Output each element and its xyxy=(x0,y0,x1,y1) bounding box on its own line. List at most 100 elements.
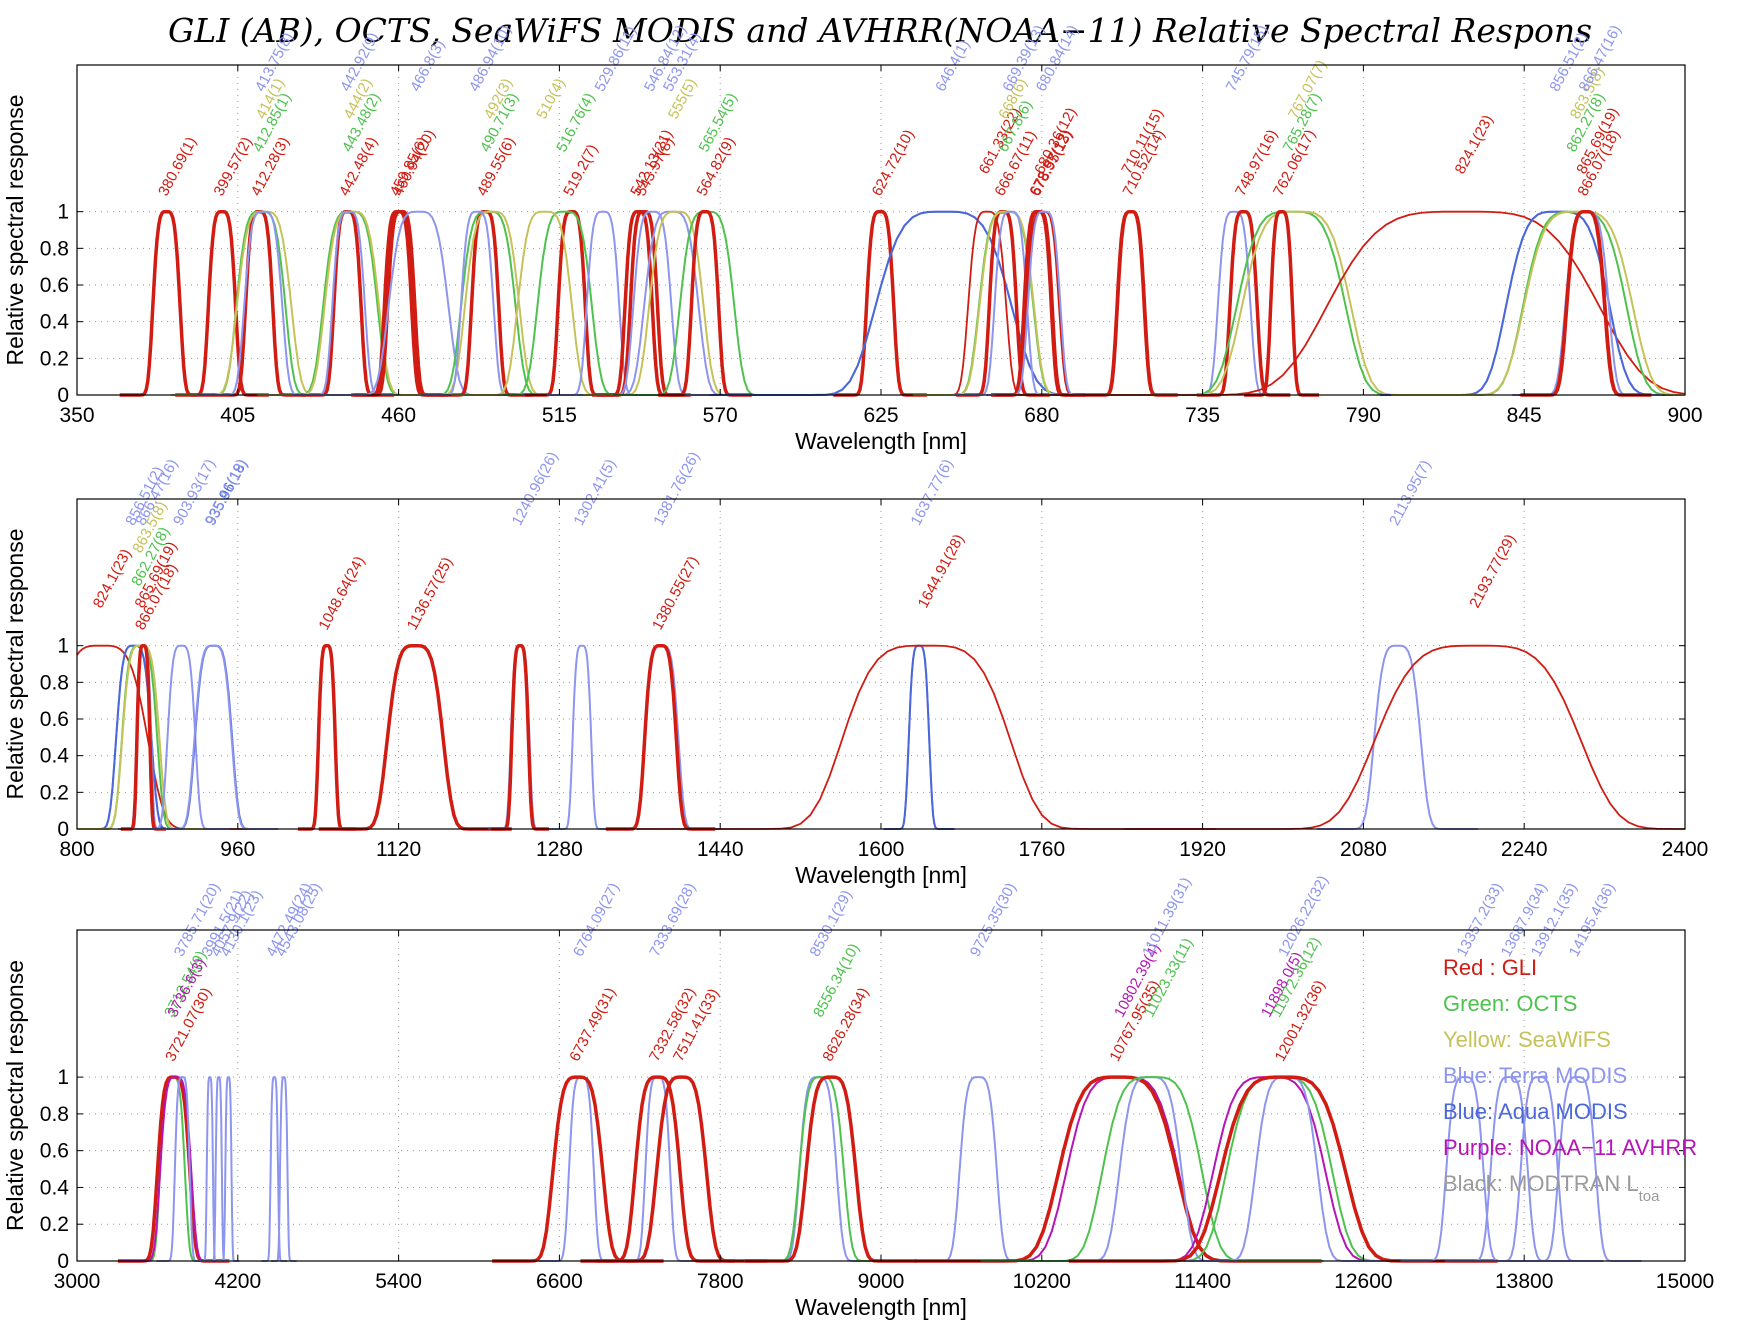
band-label: 1240.96(26) xyxy=(509,449,562,528)
x-tick-label: 735 xyxy=(1185,404,1220,427)
band-label: 13357.2(33) xyxy=(1453,880,1506,959)
band-curve-gli xyxy=(318,643,512,831)
x-tick-label: 1760 xyxy=(1018,838,1065,861)
y-tick-label: 0.6 xyxy=(40,1140,69,1163)
x-tick-label: 460 xyxy=(381,404,416,427)
y-tick-label: 0.4 xyxy=(40,745,70,768)
band-curve-gli xyxy=(1124,644,1685,830)
x-axis-label: Wavelength [nm] xyxy=(795,428,967,454)
y-tick-label: 1 xyxy=(57,635,69,658)
y-axis-label: Relative spectral response xyxy=(2,528,28,799)
band-curve-gli xyxy=(1083,210,1177,396)
x-tick-label: 900 xyxy=(1667,404,1702,427)
band-label: 824.1(23) xyxy=(1452,112,1497,177)
band-curve-gli xyxy=(175,209,269,397)
band-curve-seawifs xyxy=(77,644,206,830)
panel-vis-nir: 380.69(1) 399.57(2)412.28(3)412.85(1)414(… xyxy=(2,22,1703,454)
band-label: 1380.55(27) xyxy=(649,553,702,632)
band-curve-avhrr xyxy=(929,1076,1316,1262)
legend-entry: Black: MODTRAN Ltoa xyxy=(1443,1171,1660,1205)
y-tick-label: 0.8 xyxy=(40,237,69,260)
x-tick-label: 570 xyxy=(703,404,738,427)
x-tick-label: 1920 xyxy=(1179,838,1226,861)
legend-entry: Purple: NOAA−11 AVHRR xyxy=(1443,1135,1697,1160)
band-curve-terramodis xyxy=(1380,210,1685,396)
band-curve-octs xyxy=(176,210,346,396)
band-curve-terramodis xyxy=(883,644,955,830)
x-tick-label: 7800 xyxy=(697,1270,744,1293)
band-curve-aquamodis xyxy=(883,644,955,830)
x-tick-label: 515 xyxy=(542,404,577,427)
x-tick-label: 680 xyxy=(1024,404,1059,427)
band-label: 2193.77(29) xyxy=(1466,531,1519,610)
x-tick-label: 350 xyxy=(59,404,94,427)
band-curve-gli xyxy=(955,209,1050,397)
band-curve-gli xyxy=(297,643,357,831)
band-curve-gli xyxy=(490,643,550,831)
legend-entry: Green: OCTS xyxy=(1443,991,1577,1016)
band-label: 9725.35(30) xyxy=(967,880,1020,959)
x-tick-label: 2080 xyxy=(1340,838,1387,861)
y-axis-label: Relative spectral response xyxy=(2,94,28,365)
band-curves xyxy=(117,1075,1642,1263)
y-tick-label: 0.4 xyxy=(40,1176,70,1199)
band-curve-seawifs xyxy=(451,210,639,396)
x-tick-label: 2240 xyxy=(1501,838,1548,861)
band-curve-octs xyxy=(744,1076,899,1262)
figure-title: GLI (AB), OCTS, SeaWiFS MODIS and AVHRR(… xyxy=(168,11,1592,50)
band-curve-gli xyxy=(119,209,214,397)
x-tick-label: 15000 xyxy=(1656,1270,1714,1293)
x-tick-label: 2400 xyxy=(1662,838,1709,861)
x-tick-label: 845 xyxy=(1507,404,1542,427)
y-tick-label: 0.6 xyxy=(40,274,69,297)
band-curve-terramodis xyxy=(487,644,553,830)
band-curve-gli xyxy=(492,1075,664,1263)
x-tick-label: 1440 xyxy=(697,838,744,861)
x-tick-label: 5400 xyxy=(375,1270,422,1293)
x-axis-label: Wavelength [nm] xyxy=(795,862,967,888)
band-curve-terramodis xyxy=(1512,210,1662,396)
x-tick-label: 11400 xyxy=(1174,1270,1231,1293)
x-tick-label: 405 xyxy=(220,404,255,427)
band-curve-terramodis xyxy=(1317,644,1478,830)
band-label: 1302.41(5) xyxy=(570,456,619,528)
band-curve-aquamodis xyxy=(1380,210,1685,396)
x-tick-label: 4200 xyxy=(214,1270,261,1293)
band-curve-octs xyxy=(980,1076,1324,1262)
band-label: 6764.09(27) xyxy=(570,880,623,959)
band-label: 1381.76(26) xyxy=(650,449,703,528)
band-curve-octs xyxy=(1097,1076,1462,1262)
band-label: 824.1(23) xyxy=(90,546,135,611)
y-tick-label: 0 xyxy=(57,818,69,841)
legend-entry: Blue: Aqua MODIS xyxy=(1443,1099,1628,1124)
band-label: 1048.64(24) xyxy=(315,553,368,632)
x-tick-label: 6600 xyxy=(536,1270,583,1293)
band-curve-gli xyxy=(990,209,1085,397)
legend-subscript: toa xyxy=(1639,1188,1661,1205)
band-label: 1136.57(25) xyxy=(404,554,456,632)
band-curve-gli xyxy=(605,643,716,831)
y-tick-label: 0.2 xyxy=(40,1213,69,1236)
x-tick-label: 3000 xyxy=(54,1270,101,1293)
legend-entry: Red : GLI xyxy=(1443,955,1537,980)
band-label: 6737.49(31) xyxy=(566,985,619,1064)
band-curve-gli xyxy=(1084,209,1178,397)
panel-thermal-ir: 3712.54(9)3721.07(30)3736.6(3)3785.71(20… xyxy=(2,873,1714,1320)
legend-entry: Yellow: SeaWiFS xyxy=(1443,1027,1611,1052)
y-tick-label: 0 xyxy=(57,1250,69,1273)
band-curve-terramodis xyxy=(603,644,720,830)
y-tick-label: 1 xyxy=(57,1066,69,1089)
x-tick-label: 9000 xyxy=(858,1270,905,1293)
band-curve-gli xyxy=(986,210,1099,396)
band-curve-avhrr xyxy=(1076,1076,1463,1262)
x-tick-label: 800 xyxy=(59,838,94,861)
legend-entry: Blue: Terra MODIS xyxy=(1443,1063,1627,1088)
y-tick-label: 0.8 xyxy=(40,671,69,694)
band-curve-terramodis xyxy=(913,1076,1043,1262)
x-tick-label: 625 xyxy=(863,404,898,427)
x-tick-label: 1120 xyxy=(376,838,421,861)
x-tick-label: 13800 xyxy=(1495,1270,1553,1293)
y-tick-label: 0.2 xyxy=(40,347,69,370)
band-labels: 824.1(23)856.51(2)862.27(8)863.5(8)866.4… xyxy=(90,449,1520,633)
